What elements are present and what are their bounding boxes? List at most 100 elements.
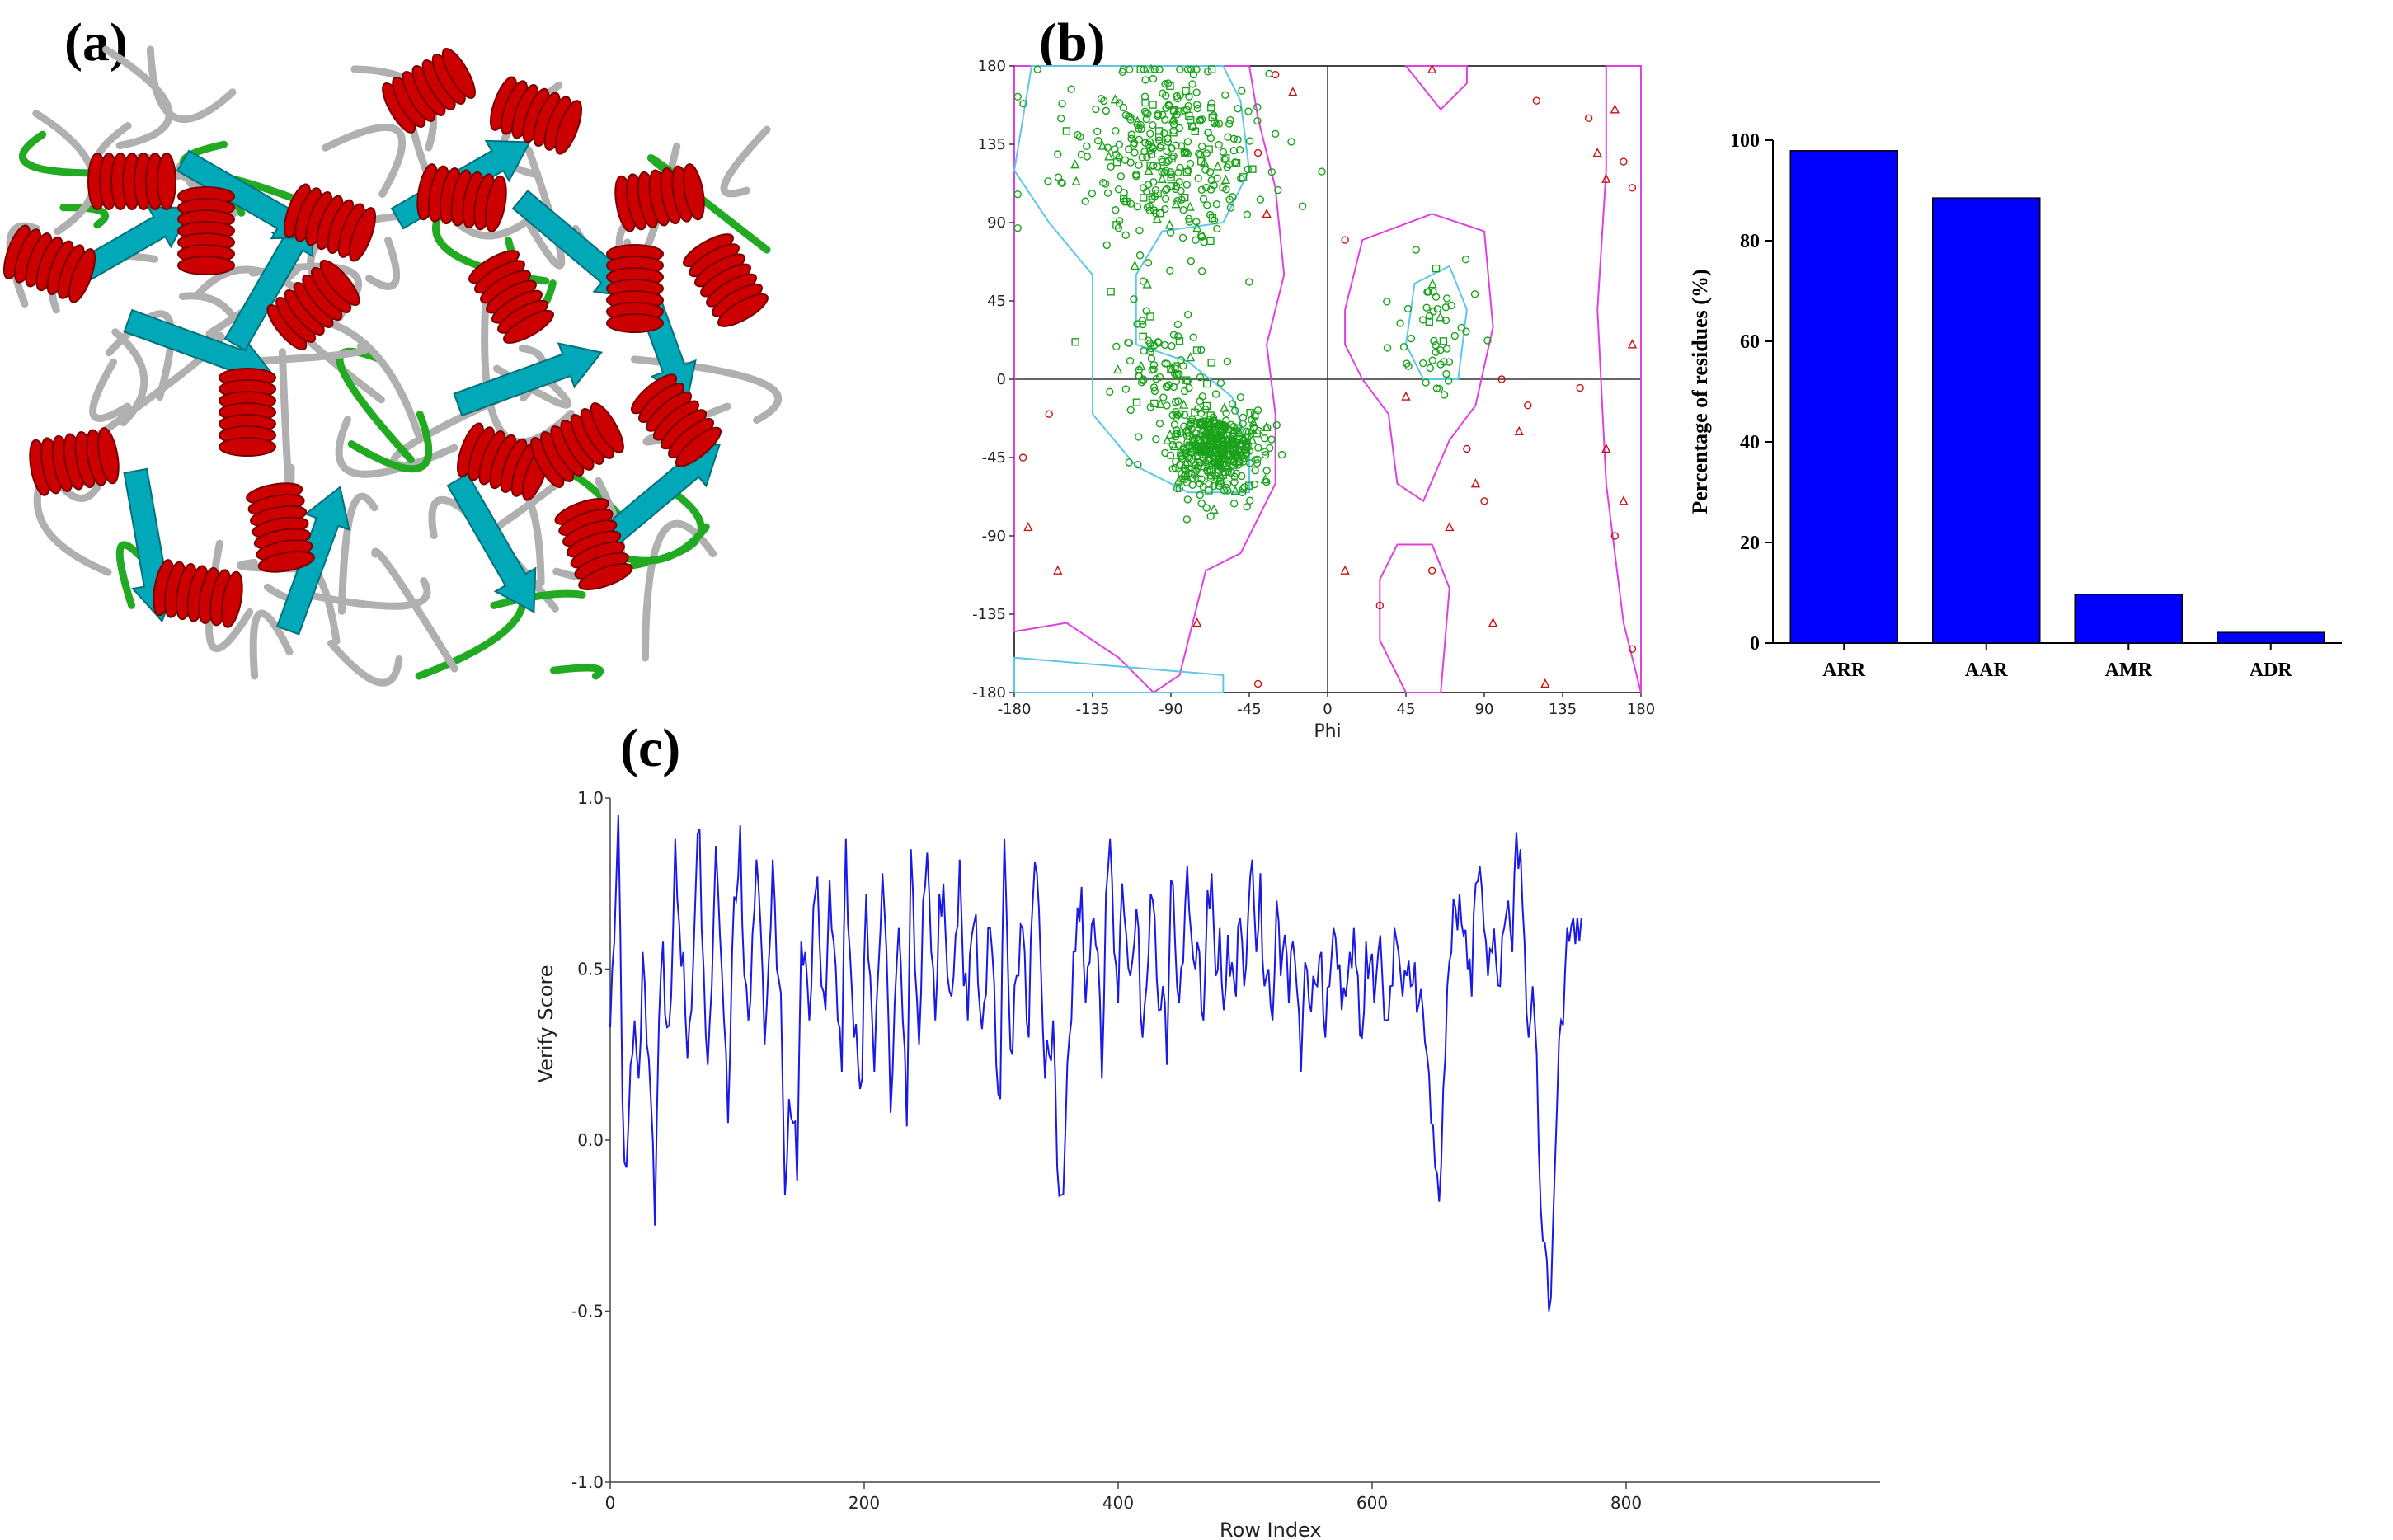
residue-point [1197,345,1206,354]
category-label: AMR [2105,660,2153,681]
residue-point [1222,446,1231,454]
residue-point [1180,387,1189,396]
residue-point [1175,107,1183,115]
residue-point [1197,500,1206,508]
y-tick-label: -0.5 [571,1302,604,1322]
residue-point [1175,337,1184,345]
residue-point [1150,65,1159,73]
residue-point [1155,209,1164,218]
residue-point [1133,320,1141,328]
residue-point [1112,342,1121,351]
x-tick-label: -45 [1237,701,1261,718]
outlier-residue-point [1401,391,1411,401]
residue-point [1318,167,1326,176]
residue-point [1170,369,1179,378]
outlier-residue-point [1540,678,1550,688]
residue-point [1155,398,1166,409]
residue-point [1141,76,1149,84]
helix-turn [717,293,769,327]
outlier-residue-point [1340,565,1350,575]
residue-point [1176,163,1184,172]
residue-point [1239,420,1248,428]
y-tick-label: 0 [1750,633,1760,655]
y-tick-label: -45 [982,449,1006,467]
residue-point [1139,332,1147,340]
alpha-helix [153,559,243,628]
residue-point [1149,101,1157,109]
outlier-residue-point [1427,566,1436,575]
residue-point [1212,200,1221,209]
residue-point [1250,480,1259,489]
residue-point [1118,68,1127,76]
residue-point [1103,143,1112,152]
residue-point [1146,63,1156,73]
residue-point [1100,96,1108,106]
residue-point [1244,481,1253,490]
residue-point [1127,134,1135,143]
residue-point [1426,364,1434,373]
residue-point [1071,338,1079,346]
ramachandran-plot: -180 -135 -90 -45 0 45 90 135 180 180 135 90 45 0 -45 -… [972,58,1655,742]
helix-turn [221,570,243,628]
residue-point [1115,153,1123,162]
y-tick-label: -90 [982,528,1006,545]
helix-turn [485,175,507,232]
coil-segment [311,315,422,438]
alpha-helix [29,427,120,496]
outlier-residue-point [1192,617,1202,627]
residue-point [1131,148,1139,157]
residue-point [1144,336,1153,345]
residue-point [1140,92,1149,101]
residue-point [1436,312,1446,322]
residue-point [1433,305,1441,313]
residue-point [1189,474,1197,482]
residue-point [1430,336,1438,345]
residue-point [1163,147,1171,156]
residue-point [1135,251,1145,260]
x-tick-label: -180 [998,701,1032,718]
alpha-helix [530,402,624,488]
residue-point [1470,290,1479,298]
residue-point [1185,218,1194,226]
x-axis-label: Row Index [1220,1519,1322,1540]
residue-point [1232,159,1241,167]
residue-point [1166,228,1175,237]
residue-point [1445,358,1454,366]
residue-point [1138,153,1146,162]
residue-point [1161,204,1169,214]
residue-point [1427,279,1437,289]
residue-point [1148,366,1156,374]
residue-point [1216,436,1225,444]
residue-point [1093,136,1102,145]
residue-point [1169,331,1178,339]
residue-point [1229,147,1239,155]
bar-aar [1932,197,2041,644]
residue-point [1219,436,1228,445]
residue-point [1183,65,1192,73]
residue-point [1092,105,1100,114]
y-axis-label: Percentage of residues (%) [1688,269,1712,514]
residue-point [1232,469,1241,477]
coil-segment [641,519,717,662]
category-label: ADR [2250,660,2293,681]
residue-point [1182,106,1192,114]
residue-point [1114,185,1123,194]
residue-point [1183,377,1192,386]
residue-point [1058,179,1066,187]
residue-point [1013,224,1022,232]
residue-point [1120,197,1129,205]
residue-point [1136,65,1145,73]
residue-point [1106,387,1114,397]
residue-point [1166,266,1174,275]
residue-point [1184,167,1192,175]
residue-point [1155,136,1164,144]
residue-point [1135,371,1143,380]
residue-point [1206,512,1215,520]
residue-point [1450,331,1459,340]
residue-point [1057,115,1065,123]
residue-point [1236,440,1244,448]
residue-point [1146,347,1155,356]
residue-point [1199,461,1209,471]
residue-point [1263,423,1272,432]
residue-point [1166,82,1174,91]
